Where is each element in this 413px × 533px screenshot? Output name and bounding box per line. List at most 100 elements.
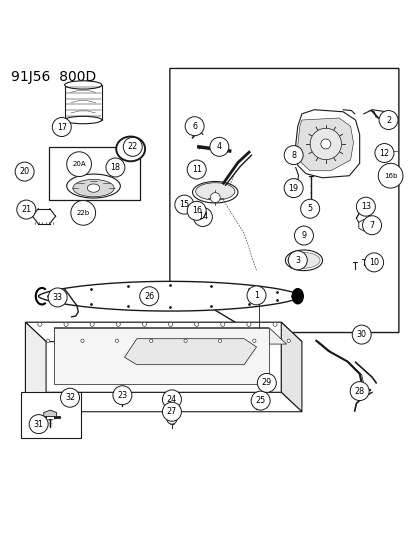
Polygon shape <box>280 322 301 411</box>
Polygon shape <box>44 410 57 420</box>
Text: 20A: 20A <box>72 161 85 167</box>
Text: 91J56  800D: 91J56 800D <box>11 70 96 84</box>
Circle shape <box>193 207 212 227</box>
Bar <box>21 392 81 438</box>
Circle shape <box>115 339 118 342</box>
Polygon shape <box>169 68 398 333</box>
Circle shape <box>81 339 84 342</box>
Circle shape <box>140 287 158 306</box>
Circle shape <box>283 146 302 165</box>
Ellipse shape <box>285 250 322 271</box>
Ellipse shape <box>192 182 237 203</box>
Circle shape <box>162 402 181 421</box>
Circle shape <box>210 192 220 203</box>
Text: 23: 23 <box>117 391 127 400</box>
Ellipse shape <box>287 253 319 268</box>
Circle shape <box>123 138 142 156</box>
Text: 32: 32 <box>65 393 75 402</box>
Polygon shape <box>25 392 301 411</box>
Polygon shape <box>38 281 301 311</box>
Polygon shape <box>54 328 286 344</box>
Polygon shape <box>25 322 301 342</box>
Circle shape <box>377 163 402 188</box>
Text: 2: 2 <box>385 116 390 125</box>
Circle shape <box>52 118 71 136</box>
Circle shape <box>66 152 91 176</box>
Circle shape <box>166 414 176 424</box>
Text: 33: 33 <box>52 293 62 302</box>
Ellipse shape <box>291 288 303 304</box>
Circle shape <box>113 386 132 405</box>
Ellipse shape <box>64 116 102 124</box>
Circle shape <box>168 322 172 326</box>
Circle shape <box>252 339 255 342</box>
Circle shape <box>149 339 152 342</box>
Circle shape <box>187 160 206 179</box>
Circle shape <box>220 322 224 326</box>
Text: 19: 19 <box>288 183 298 192</box>
Circle shape <box>320 139 330 149</box>
Text: 3: 3 <box>294 256 299 265</box>
Text: 8: 8 <box>290 151 295 159</box>
Circle shape <box>218 339 221 342</box>
Polygon shape <box>25 322 280 392</box>
Text: 26: 26 <box>144 292 154 301</box>
Text: 27: 27 <box>166 407 177 416</box>
Circle shape <box>300 199 319 218</box>
Circle shape <box>349 382 368 401</box>
Text: 5: 5 <box>307 204 312 213</box>
Circle shape <box>187 201 206 220</box>
Text: 16b: 16b <box>383 173 396 179</box>
Ellipse shape <box>116 136 145 161</box>
Text: 16: 16 <box>191 206 201 215</box>
Text: 7: 7 <box>368 221 374 230</box>
Circle shape <box>356 197 375 216</box>
Circle shape <box>309 128 341 160</box>
Text: 4: 4 <box>216 142 221 151</box>
Circle shape <box>286 339 290 342</box>
Circle shape <box>29 415 48 434</box>
Circle shape <box>106 158 125 177</box>
Text: 25: 25 <box>255 396 265 405</box>
Text: 11: 11 <box>191 165 201 174</box>
Ellipse shape <box>87 184 100 192</box>
Text: 22: 22 <box>127 142 138 151</box>
Circle shape <box>287 251 306 270</box>
Polygon shape <box>297 118 353 171</box>
Text: 29: 29 <box>261 378 271 387</box>
Circle shape <box>364 253 383 272</box>
Ellipse shape <box>73 180 114 197</box>
Circle shape <box>257 373 275 392</box>
Circle shape <box>46 339 50 342</box>
Bar <box>64 85 102 120</box>
Text: 14: 14 <box>197 213 207 222</box>
Bar <box>49 147 140 200</box>
Text: 6: 6 <box>192 122 197 131</box>
Circle shape <box>17 200 36 219</box>
Text: 22b: 22b <box>76 210 90 216</box>
Circle shape <box>185 117 204 136</box>
Circle shape <box>272 322 276 326</box>
Ellipse shape <box>64 81 102 89</box>
Circle shape <box>194 322 198 326</box>
Text: 31: 31 <box>33 419 43 429</box>
Circle shape <box>48 288 67 307</box>
Circle shape <box>174 195 193 214</box>
Circle shape <box>294 226 313 245</box>
Text: 1: 1 <box>254 291 259 300</box>
Text: 18: 18 <box>110 163 120 172</box>
Text: 24: 24 <box>166 395 177 404</box>
Circle shape <box>38 322 42 326</box>
Circle shape <box>60 388 79 407</box>
Text: 21: 21 <box>21 205 31 214</box>
Circle shape <box>90 322 94 326</box>
Text: 10: 10 <box>368 258 378 267</box>
Circle shape <box>378 110 397 130</box>
Circle shape <box>142 322 146 326</box>
Text: 15: 15 <box>179 200 189 209</box>
Circle shape <box>116 322 120 326</box>
Circle shape <box>351 325 370 344</box>
Circle shape <box>162 390 181 409</box>
Circle shape <box>183 339 187 342</box>
Text: 12: 12 <box>378 149 389 158</box>
